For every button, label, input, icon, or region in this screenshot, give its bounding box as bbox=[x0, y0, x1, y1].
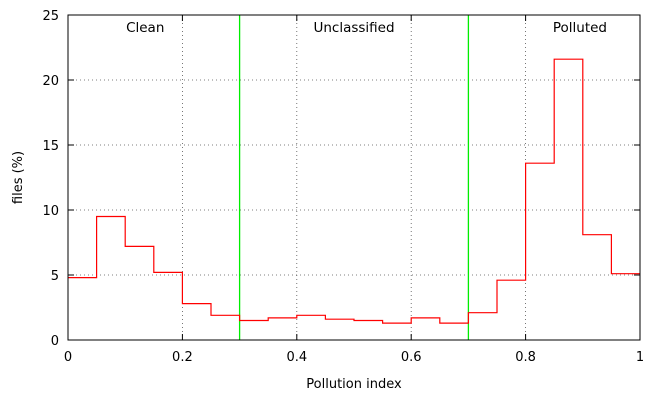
y-tick-label: 15 bbox=[42, 139, 59, 154]
threshold-lines bbox=[238, 15, 470, 340]
x-tick-label: 0.8 bbox=[515, 350, 536, 365]
x-axis-title: Pollution index bbox=[306, 377, 402, 392]
x-tick-label: 0.6 bbox=[401, 350, 422, 365]
x-tick-label: 1 bbox=[636, 350, 644, 365]
region-labels: Clean Unclassified Polluted bbox=[126, 20, 607, 36]
y-tick-label: 0 bbox=[51, 334, 59, 349]
y-tick-label: 25 bbox=[42, 9, 59, 24]
x-tick-label: 0 bbox=[64, 350, 72, 365]
y-tick-label: 5 bbox=[51, 269, 59, 284]
y-tick-label: 10 bbox=[42, 204, 59, 219]
grid-lines bbox=[68, 15, 640, 340]
region-label: Polluted bbox=[553, 20, 607, 36]
histogram-series bbox=[68, 58, 640, 324]
region-label: Unclassified bbox=[313, 20, 394, 36]
histogram-step-line bbox=[68, 58, 640, 324]
y-axis-title: files (%) bbox=[11, 151, 26, 204]
region-label: Clean bbox=[126, 20, 164, 36]
x-tick-label: 0.2 bbox=[172, 350, 193, 365]
y-tick-label: 20 bbox=[42, 74, 59, 89]
x-tick-label: 0.4 bbox=[286, 350, 307, 365]
plot-frame bbox=[67, 14, 641, 341]
